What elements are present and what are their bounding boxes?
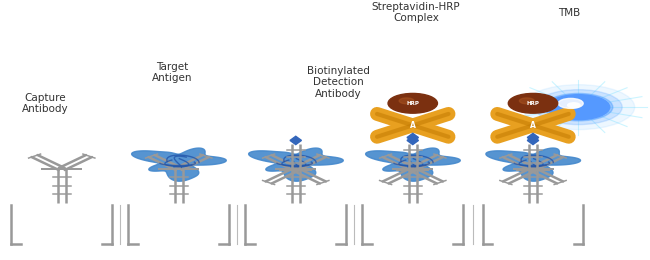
Circle shape bbox=[558, 99, 583, 108]
Circle shape bbox=[399, 98, 414, 104]
Polygon shape bbox=[249, 148, 343, 181]
Circle shape bbox=[535, 90, 622, 125]
Polygon shape bbox=[366, 148, 460, 181]
Text: Target
Antigen: Target Antigen bbox=[152, 62, 192, 83]
Text: Capture
Antibody: Capture Antibody bbox=[22, 93, 69, 114]
Circle shape bbox=[544, 93, 613, 121]
Polygon shape bbox=[407, 136, 419, 145]
Polygon shape bbox=[527, 133, 539, 142]
Text: Biotinylated
Detection
Antibody: Biotinylated Detection Antibody bbox=[307, 66, 369, 99]
Polygon shape bbox=[290, 136, 302, 145]
Text: HRP: HRP bbox=[406, 101, 419, 106]
Circle shape bbox=[523, 85, 634, 130]
Circle shape bbox=[567, 103, 580, 108]
Polygon shape bbox=[407, 133, 419, 142]
Text: A: A bbox=[410, 121, 416, 130]
Text: A: A bbox=[530, 121, 536, 130]
Polygon shape bbox=[527, 136, 539, 145]
Text: TMB: TMB bbox=[558, 8, 580, 18]
Circle shape bbox=[388, 93, 437, 113]
Circle shape bbox=[519, 98, 534, 104]
Circle shape bbox=[508, 93, 558, 113]
Circle shape bbox=[547, 95, 610, 120]
Text: HRP: HRP bbox=[526, 101, 539, 106]
Polygon shape bbox=[486, 148, 580, 181]
Text: Streptavidin-HRP
Complex: Streptavidin-HRP Complex bbox=[372, 2, 460, 23]
Polygon shape bbox=[132, 148, 226, 181]
